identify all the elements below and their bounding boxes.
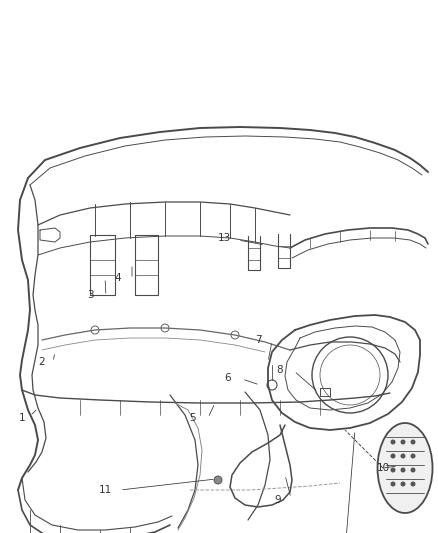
Circle shape [410,467,416,472]
Circle shape [410,481,416,487]
Text: 3: 3 [87,290,93,300]
Circle shape [391,481,396,487]
Circle shape [214,476,222,484]
Text: 10: 10 [376,463,389,473]
Text: 9: 9 [275,495,281,505]
Ellipse shape [378,423,432,513]
Circle shape [400,481,406,487]
Text: 7: 7 [254,335,261,345]
Circle shape [410,454,416,458]
Text: 6: 6 [225,373,231,383]
Text: 5: 5 [190,413,196,423]
Text: 4: 4 [115,273,121,283]
Text: 8: 8 [277,365,283,375]
Circle shape [400,467,406,472]
Text: 13: 13 [217,233,231,243]
Circle shape [400,440,406,445]
Circle shape [391,440,396,445]
Text: 1: 1 [19,413,25,423]
Circle shape [391,467,396,472]
Circle shape [391,454,396,458]
Circle shape [400,454,406,458]
Text: 2: 2 [39,357,45,367]
Text: 11: 11 [99,485,112,495]
Circle shape [410,440,416,445]
